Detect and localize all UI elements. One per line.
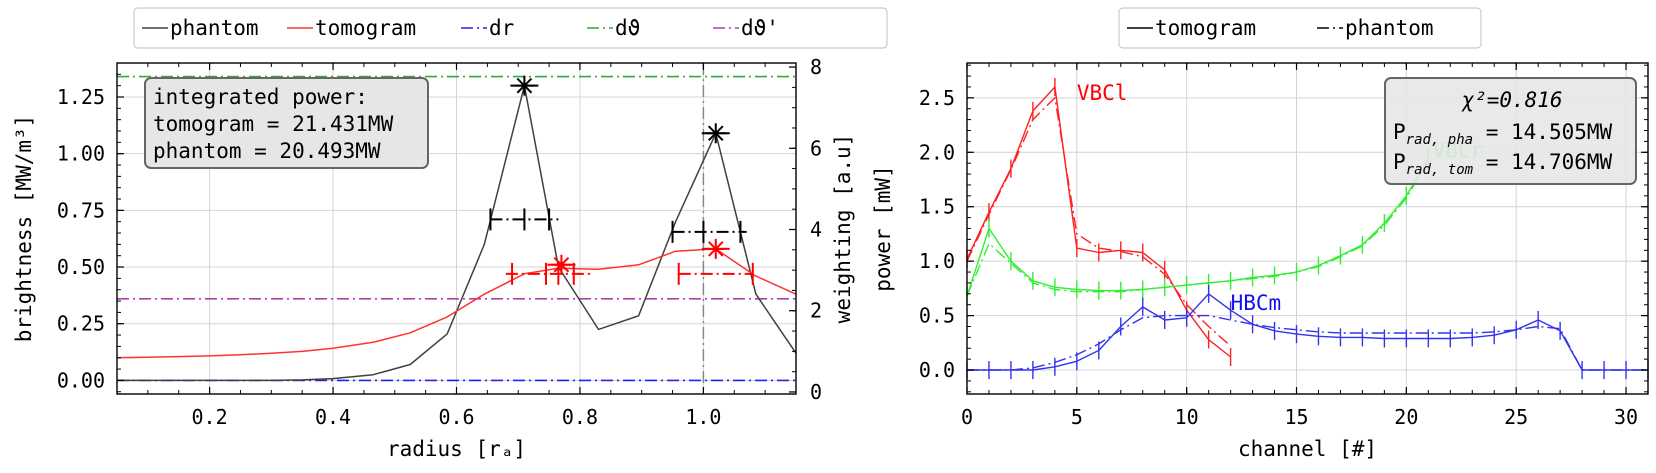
series-line-phantom [117, 84, 797, 382]
y-right-tick-label: 4 [810, 218, 822, 242]
info-box-line: tomogram = 21.431MW [153, 112, 394, 136]
peak-marker [489, 75, 559, 231]
y-tick-label: 0.00 [57, 368, 105, 392]
x-tick-label: 10 [1175, 405, 1199, 429]
y-axis-label: power [mW] [871, 165, 895, 291]
y-right-tick-label: 6 [810, 136, 822, 160]
legend-box [1118, 7, 1482, 49]
info-box [144, 77, 429, 169]
legend-entry-label: dr [489, 16, 514, 40]
y-tick-label: 1.5 [919, 195, 955, 219]
series-line-HBCm-tomogram [967, 293, 1648, 371]
peak-star-stroke [553, 256, 570, 273]
p-rad-pha-line: Prad, pha = 14.505MW [1393, 120, 1613, 148]
legend-entry-label: tomogram [315, 16, 416, 40]
y-tick-label: 0.50 [57, 255, 105, 279]
peak-marker [677, 238, 754, 285]
x-tick-label: 15 [1284, 405, 1308, 429]
x-tick-label: 5 [1071, 405, 1083, 429]
y-tick-label: 0.75 [57, 198, 105, 222]
legend-entry-label: dϑ' [741, 16, 779, 40]
chi-square-value: χ²=0.816 [1461, 88, 1562, 112]
peak-star-stroke [707, 241, 724, 257]
series-line-VBCl-phantom [966, 97, 1232, 347]
x-tick-label: 0.8 [562, 405, 598, 429]
series-line-VBCr-tomogram [966, 157, 1429, 297]
peak-star [705, 238, 726, 259]
legend-entry-label: dϑ [615, 16, 640, 40]
x-tick-label: 25 [1504, 405, 1528, 429]
y-right-tick-label: 8 [810, 55, 822, 79]
peak-star [551, 254, 572, 275]
info-box [1384, 77, 1637, 185]
p-rad-tom-line: Prad, tom = 14.706MW [1393, 150, 1613, 178]
camera-label: HBCm [1231, 291, 1282, 315]
y-tick-label: 1.25 [57, 85, 105, 109]
peak-star [514, 75, 535, 96]
right-chart-power: VBClVBCrHBCm0510152025300.00.51.01.52.02… [871, 7, 1649, 461]
y-right-axis-label: weighting [a.u] [831, 134, 855, 324]
series-line-HBCm-phantom [967, 314, 1648, 371]
camera-label: VBCl [1077, 81, 1128, 105]
x-tick-label: 30 [1614, 405, 1638, 429]
x-tick-label: 0.4 [315, 405, 351, 429]
y-right-tick-label: 0 [810, 380, 822, 404]
legend-box [133, 7, 888, 49]
peak-star [705, 123, 726, 144]
series-line-tomogram [116, 248, 797, 359]
peak-marker [671, 123, 747, 243]
left-chart-brightness: 0.2 0.4 0.6 0.8 1.0 0.00 0.25 0.50 0.75 1.00 1.25 r… [12, 7, 888, 461]
y-tick-label: 0.0 [919, 358, 955, 382]
x-tick-label: 1.0 [685, 405, 721, 429]
info-box-line: integrated power: [153, 85, 368, 109]
info-box-line: phantom = 20.493MW [153, 139, 381, 163]
x-tick-label: 20 [1394, 405, 1418, 429]
legend-entry-label: phantom [170, 16, 259, 40]
x-tick-label: 0.6 [438, 405, 474, 429]
y-right-tick-label: 2 [810, 299, 822, 323]
peak-star-stroke [707, 125, 724, 142]
y-tick-label: 2.0 [919, 140, 955, 164]
y-axis-label: brightness [MW/m³] [12, 115, 36, 343]
x-tick-label: 0.2 [192, 405, 228, 429]
legend-entry-label: phantom [1345, 16, 1434, 40]
x-tick-label: 0 [961, 405, 973, 429]
peak-star-stroke [516, 77, 533, 94]
y-tick-label: 1.0 [919, 249, 955, 273]
y-tick-label: 2.5 [919, 86, 955, 110]
series-line-VBCr-phantom [966, 160, 1429, 297]
peak-marker [505, 254, 593, 285]
y-tick-label: 0.5 [919, 304, 955, 328]
y-tick-label: 0.25 [57, 312, 105, 336]
x-axis-label: radius [rₐ] [387, 437, 526, 461]
series-line-VBCl-tomogram [966, 86, 1232, 358]
y-tick-label: 1.00 [57, 142, 105, 166]
x-axis-label: channel [#] [1238, 437, 1377, 461]
legend-entry-label: tomogram [1155, 16, 1256, 40]
